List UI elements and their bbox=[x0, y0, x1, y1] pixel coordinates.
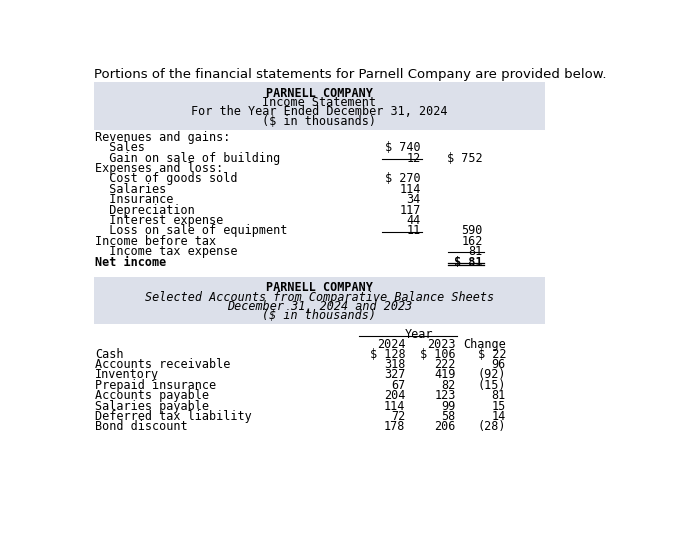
Text: Prepaid insurance: Prepaid insurance bbox=[95, 379, 216, 392]
Text: Sales: Sales bbox=[95, 141, 145, 154]
Text: 72: 72 bbox=[391, 410, 405, 423]
Text: $ 81: $ 81 bbox=[454, 256, 483, 268]
Text: Accounts receivable: Accounts receivable bbox=[95, 358, 230, 371]
Text: Portions of the financial statements for Parnell Company are provided below.: Portions of the financial statements for… bbox=[94, 68, 606, 82]
Text: Insurance: Insurance bbox=[95, 193, 174, 206]
Text: ($ in thousands): ($ in thousands) bbox=[262, 309, 376, 322]
Text: PARNELL COMPANY: PARNELL COMPANY bbox=[266, 87, 372, 100]
Text: Year: Year bbox=[405, 327, 433, 341]
Text: December 31, 2024 and 2023: December 31, 2024 and 2023 bbox=[227, 300, 412, 313]
Text: 67: 67 bbox=[391, 379, 405, 392]
Text: Salaries: Salaries bbox=[95, 183, 167, 196]
Text: 204: 204 bbox=[384, 389, 405, 402]
Text: 327: 327 bbox=[384, 369, 405, 381]
Text: Income tax expense: Income tax expense bbox=[95, 245, 238, 258]
Text: $ 106: $ 106 bbox=[420, 348, 456, 360]
Text: (28): (28) bbox=[477, 420, 506, 433]
Text: 99: 99 bbox=[442, 399, 456, 413]
Text: 117: 117 bbox=[400, 203, 421, 217]
Text: 81: 81 bbox=[491, 389, 506, 402]
Text: 419: 419 bbox=[434, 369, 456, 381]
Text: Deferred tax liability: Deferred tax liability bbox=[95, 410, 252, 423]
Text: Inventory: Inventory bbox=[95, 369, 160, 381]
Text: 11: 11 bbox=[407, 224, 421, 237]
Text: Income before tax: Income before tax bbox=[95, 235, 216, 248]
Text: 34: 34 bbox=[407, 193, 421, 206]
Text: Accounts payable: Accounts payable bbox=[95, 389, 209, 402]
Text: 2023: 2023 bbox=[427, 338, 456, 350]
Text: 222: 222 bbox=[434, 358, 456, 371]
Text: 82: 82 bbox=[442, 379, 456, 392]
Text: Gain on sale of building: Gain on sale of building bbox=[95, 152, 281, 165]
Text: 96: 96 bbox=[491, 358, 506, 371]
Text: Bond discount: Bond discount bbox=[95, 420, 188, 433]
Text: Salaries payable: Salaries payable bbox=[95, 399, 209, 413]
Text: $ 752: $ 752 bbox=[447, 152, 483, 165]
Text: 81: 81 bbox=[468, 245, 483, 258]
Text: 318: 318 bbox=[384, 358, 405, 371]
Text: Income Statement: Income Statement bbox=[262, 96, 376, 109]
Text: 123: 123 bbox=[434, 389, 456, 402]
Text: PARNELL COMPANY: PARNELL COMPANY bbox=[266, 282, 372, 294]
Text: Change: Change bbox=[463, 338, 506, 350]
Text: 178: 178 bbox=[384, 420, 405, 433]
Text: Expenses and loss:: Expenses and loss: bbox=[95, 162, 223, 175]
Text: 162: 162 bbox=[461, 235, 483, 248]
Text: Selected Accounts from Comparative Balance Sheets: Selected Accounts from Comparative Balan… bbox=[145, 290, 494, 304]
FancyBboxPatch shape bbox=[94, 277, 545, 325]
Text: Cash: Cash bbox=[95, 348, 124, 360]
Text: 14: 14 bbox=[491, 410, 506, 423]
Text: (92): (92) bbox=[477, 369, 506, 381]
Text: Cost of goods sold: Cost of goods sold bbox=[95, 172, 238, 185]
FancyBboxPatch shape bbox=[94, 82, 545, 130]
Text: $ 270: $ 270 bbox=[385, 172, 421, 185]
Text: $ 128: $ 128 bbox=[370, 348, 405, 360]
Text: 2024: 2024 bbox=[377, 338, 405, 350]
Text: 114: 114 bbox=[400, 183, 421, 196]
Text: Depreciation: Depreciation bbox=[95, 203, 195, 217]
Text: Loss on sale of equipment: Loss on sale of equipment bbox=[95, 224, 288, 237]
Text: 15: 15 bbox=[491, 399, 506, 413]
Text: Interest expense: Interest expense bbox=[95, 214, 223, 227]
Text: 206: 206 bbox=[434, 420, 456, 433]
Text: For the Year Ended December 31, 2024: For the Year Ended December 31, 2024 bbox=[191, 105, 447, 118]
Text: 44: 44 bbox=[407, 214, 421, 227]
Text: Revenues and gains:: Revenues and gains: bbox=[95, 131, 230, 144]
Text: ($ in thousands): ($ in thousands) bbox=[262, 115, 376, 128]
Text: 114: 114 bbox=[384, 399, 405, 413]
Text: 12: 12 bbox=[407, 152, 421, 165]
Text: 58: 58 bbox=[442, 410, 456, 423]
Text: $ 740: $ 740 bbox=[385, 141, 421, 154]
Text: $ 22: $ 22 bbox=[477, 348, 506, 360]
Text: Net income: Net income bbox=[95, 256, 167, 268]
Text: (15): (15) bbox=[477, 379, 506, 392]
Text: 590: 590 bbox=[461, 224, 483, 237]
